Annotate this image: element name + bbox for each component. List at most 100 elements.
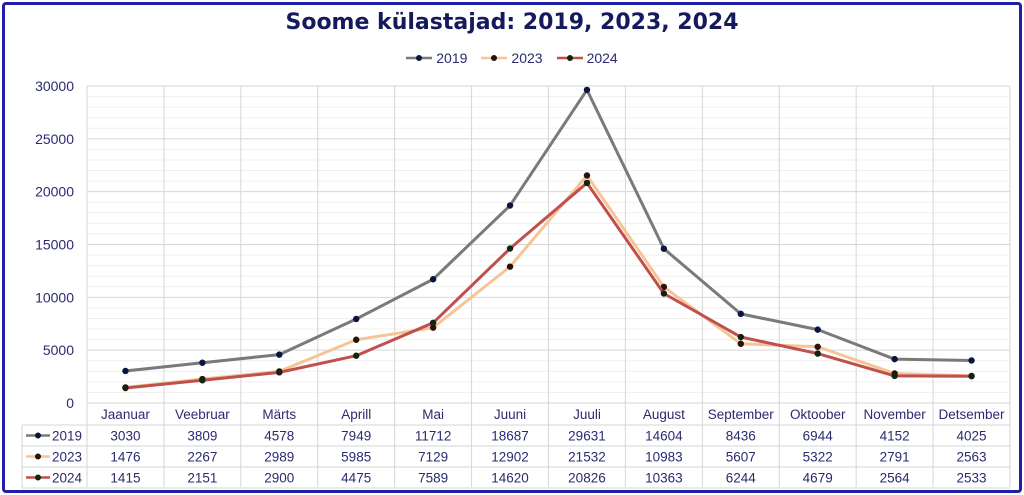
legend-label-2024: 2024 bbox=[586, 50, 618, 66]
x-tick-label: Oktoober bbox=[790, 407, 846, 422]
data-point-2024 bbox=[814, 350, 821, 357]
table-cell: 5985 bbox=[341, 450, 371, 465]
legend-item-2023: 2023 bbox=[481, 50, 543, 66]
x-tick-label: Veebruar bbox=[175, 407, 230, 422]
table-cell: 4152 bbox=[880, 429, 910, 444]
y-tick-label: 30000 bbox=[35, 78, 74, 94]
legend-item-2019: 2019 bbox=[406, 50, 467, 66]
data-point-2024 bbox=[891, 372, 898, 380]
data-point-2023 bbox=[353, 336, 360, 343]
data-point-2019 bbox=[276, 351, 283, 358]
y-tick-label: 25000 bbox=[35, 131, 74, 147]
table-row-label: 2024 bbox=[52, 471, 83, 486]
table-cell: 5607 bbox=[726, 450, 756, 465]
data-point-2019 bbox=[891, 355, 898, 363]
table-cell: 2563 bbox=[957, 450, 987, 465]
table-cell: 2151 bbox=[187, 471, 217, 486]
legend: 2019 2023 2024 bbox=[0, 50, 1024, 66]
data-point-2019 bbox=[660, 245, 668, 252]
x-tick-label: Juuli bbox=[573, 407, 601, 422]
series-line-2019 bbox=[125, 88, 972, 373]
data-point-2019 bbox=[968, 357, 975, 364]
table-cell: 2564 bbox=[880, 471, 911, 486]
table-cell: 6244 bbox=[726, 471, 757, 486]
y-tick-label: 15000 bbox=[35, 237, 74, 253]
legend-label-2023: 2023 bbox=[511, 50, 543, 66]
x-tick-label: November bbox=[863, 407, 926, 422]
data-point-2023 bbox=[429, 324, 437, 331]
table-cell: 3809 bbox=[187, 429, 217, 444]
table-cell: 2267 bbox=[187, 450, 217, 465]
x-tick-label: Aprill bbox=[341, 407, 371, 422]
table-cell: 4679 bbox=[803, 471, 833, 486]
data-point-2024 bbox=[276, 369, 283, 376]
table-cell: 10363 bbox=[645, 471, 683, 486]
table-cell: 14620 bbox=[491, 471, 529, 486]
table-cell: 2989 bbox=[264, 450, 294, 465]
data-point-2019 bbox=[737, 310, 744, 318]
data-point-2019 bbox=[583, 86, 591, 94]
data-point-2023 bbox=[506, 263, 514, 270]
table-cell: 4025 bbox=[957, 429, 987, 444]
x-tick-label: Detsember bbox=[939, 407, 1006, 422]
data-point-2024 bbox=[429, 319, 437, 327]
table-cell: 14604 bbox=[645, 429, 683, 444]
data-point-2019 bbox=[122, 367, 129, 375]
data-point-2023 bbox=[660, 283, 668, 291]
table-cell: 2791 bbox=[880, 450, 910, 465]
x-tick-label: August bbox=[643, 407, 685, 422]
x-tick-label: Juuni bbox=[494, 407, 526, 422]
table-cell: 12902 bbox=[491, 450, 529, 465]
legend-marker-2019 bbox=[406, 55, 433, 61]
y-tick-label: 20000 bbox=[35, 184, 74, 200]
data-point-2023 bbox=[814, 343, 821, 350]
legend-marker-2024 bbox=[556, 55, 583, 61]
table-cell: 7949 bbox=[341, 429, 371, 444]
table-cell: 4475 bbox=[341, 471, 371, 486]
table-cell: 7589 bbox=[418, 471, 448, 486]
table-cell: 10983 bbox=[645, 450, 683, 465]
data-point-2023 bbox=[737, 340, 744, 347]
chart-title: Soome külastajad: 2019, 2023, 2024 bbox=[285, 10, 739, 35]
data-point-2024 bbox=[353, 352, 360, 359]
x-tick-label: Jaanuar bbox=[101, 407, 150, 422]
data-point-2024 bbox=[583, 179, 591, 187]
legend-label-2019: 2019 bbox=[436, 50, 468, 66]
y-tick-label: 0 bbox=[66, 395, 74, 411]
table-cell: 3030 bbox=[110, 429, 140, 444]
data-point-2024 bbox=[660, 290, 668, 297]
x-tick-label: Märts bbox=[262, 407, 296, 422]
table-key-marker bbox=[35, 453, 41, 460]
data-point-2024 bbox=[968, 373, 975, 380]
table-cell: 4578 bbox=[264, 429, 294, 444]
legend-item-2024: 2024 bbox=[556, 50, 618, 66]
table-cell: 11712 bbox=[415, 429, 452, 444]
series-line-2024 bbox=[125, 181, 972, 390]
data-point-2019 bbox=[353, 315, 360, 323]
data-point-2019 bbox=[199, 359, 206, 366]
table-cell: 2533 bbox=[957, 471, 987, 486]
data-point-2024 bbox=[199, 377, 206, 384]
table-key-marker bbox=[35, 432, 41, 439]
x-tick-label: Mai bbox=[422, 407, 444, 422]
legend-marker-2023 bbox=[481, 55, 508, 61]
table-cell: 21532 bbox=[568, 450, 606, 465]
table-cell: 6944 bbox=[803, 429, 834, 444]
table-cell: 1415 bbox=[110, 471, 140, 486]
data-point-2019 bbox=[814, 326, 821, 333]
table-cell: 1476 bbox=[110, 450, 140, 465]
y-tick-label: 10000 bbox=[35, 289, 74, 305]
table-key-marker bbox=[35, 474, 41, 481]
data-point-2019 bbox=[429, 276, 437, 283]
y-tick-label: 5000 bbox=[43, 342, 74, 358]
data-point-2019 bbox=[506, 202, 514, 209]
data-point-2024 bbox=[506, 245, 514, 252]
table-row-label: 2023 bbox=[52, 450, 82, 465]
table-cell: 8436 bbox=[726, 429, 756, 444]
data-point-2023 bbox=[583, 172, 591, 179]
table-cell: 29631 bbox=[568, 429, 606, 444]
data-point-2024 bbox=[737, 333, 744, 341]
table-cell: 20826 bbox=[568, 471, 606, 486]
data-point-2024 bbox=[122, 384, 129, 392]
